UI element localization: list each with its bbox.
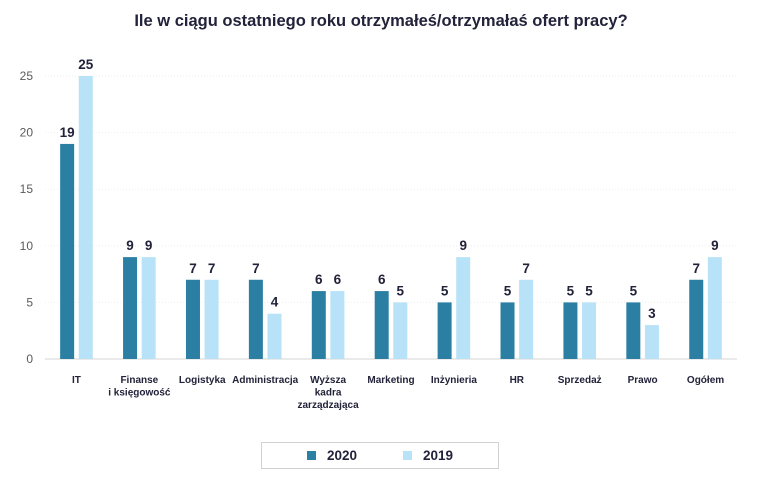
svg-text:Inżynieria: Inżynieria: [431, 375, 478, 386]
svg-text:Sprzedaż: Sprzedaż: [558, 375, 602, 386]
svg-text:Prawo: Prawo: [628, 375, 658, 386]
svg-text:4: 4: [271, 295, 279, 310]
svg-text:7: 7: [252, 261, 260, 276]
svg-text:5: 5: [567, 283, 575, 298]
svg-text:Administracja: Administracja: [232, 375, 299, 386]
svg-text:25: 25: [20, 69, 34, 83]
svg-text:7: 7: [208, 261, 216, 276]
svg-text:3: 3: [648, 306, 656, 321]
svg-text:5: 5: [397, 283, 405, 298]
svg-text:6: 6: [334, 272, 342, 287]
svg-text:9: 9: [459, 238, 467, 253]
svg-text:0: 0: [26, 352, 33, 366]
svg-text:7: 7: [189, 261, 197, 276]
svg-text:9: 9: [711, 238, 719, 253]
svg-text:25: 25: [78, 57, 94, 72]
svg-text:Wyższa: Wyższa: [310, 375, 346, 386]
svg-text:10: 10: [20, 239, 34, 253]
svg-text:HR: HR: [510, 375, 525, 386]
svg-text:IT: IT: [72, 375, 81, 386]
svg-text:19: 19: [60, 125, 75, 140]
svg-text:Logistyka: Logistyka: [179, 375, 226, 386]
svg-text:i księgowość: i księgowość: [108, 388, 171, 399]
svg-text:5: 5: [441, 283, 449, 298]
svg-text:7: 7: [522, 261, 530, 276]
svg-text:6: 6: [378, 272, 386, 287]
svg-text:Marketing: Marketing: [367, 375, 414, 386]
svg-text:Finanse: Finanse: [120, 375, 158, 386]
svg-text:5: 5: [26, 295, 33, 309]
svg-text:7: 7: [692, 261, 700, 276]
svg-text:6: 6: [315, 272, 323, 287]
svg-text:5: 5: [585, 283, 593, 298]
svg-text:Ogółem: Ogółem: [687, 375, 724, 386]
svg-text:5: 5: [630, 283, 638, 298]
svg-text:20: 20: [20, 126, 34, 140]
svg-text:15: 15: [20, 182, 34, 196]
svg-text:9: 9: [145, 238, 153, 253]
svg-text:5: 5: [504, 283, 512, 298]
svg-text:9: 9: [126, 238, 134, 253]
svg-text:zarządzająca: zarządzająca: [298, 400, 360, 411]
svg-text:kadra: kadra: [315, 388, 342, 399]
